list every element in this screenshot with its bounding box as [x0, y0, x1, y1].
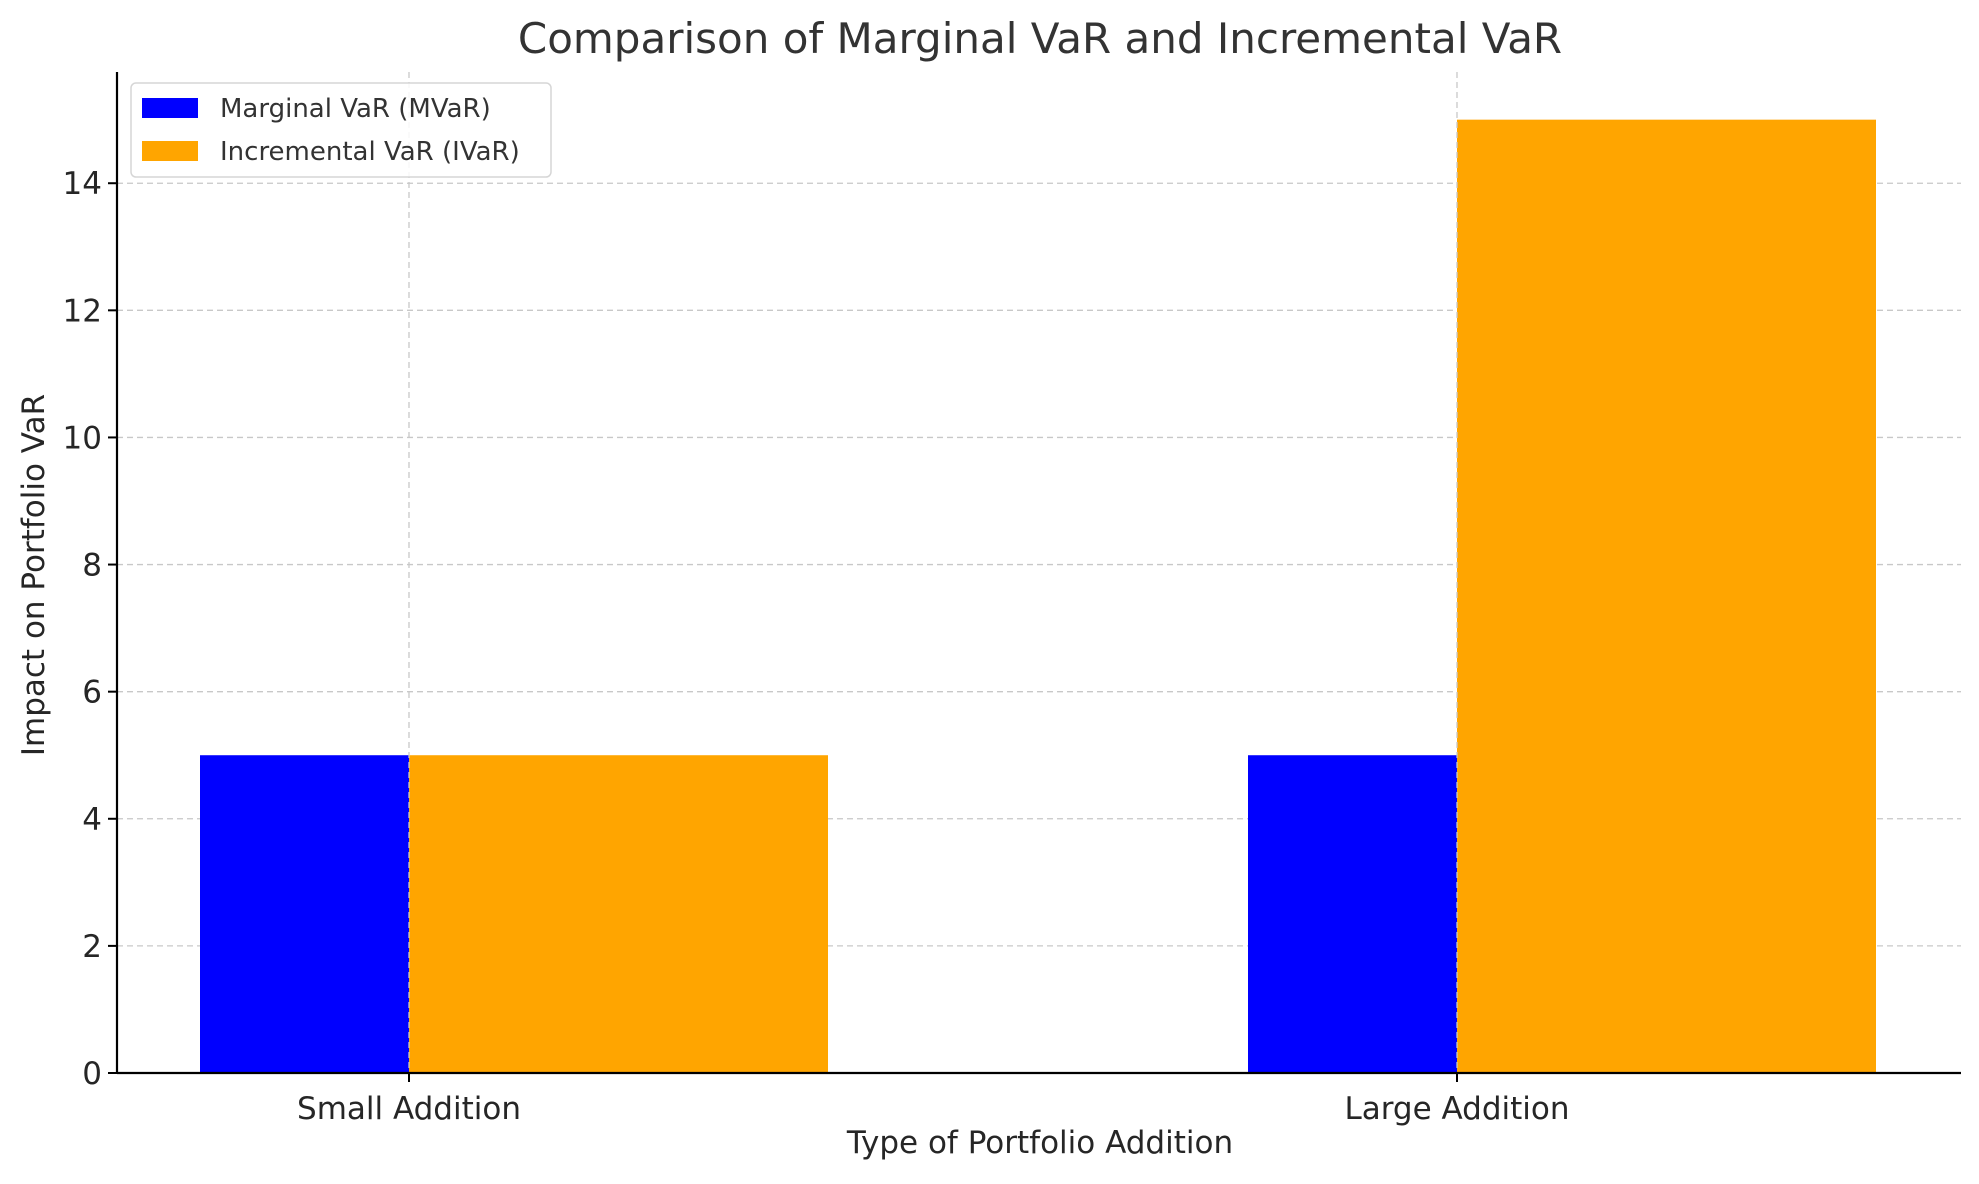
y-tick-label: 12 — [63, 293, 102, 329]
vertical-grid — [408, 72, 1458, 1073]
y-tick-label: 4 — [82, 802, 102, 838]
y-tick-label: 10 — [63, 420, 102, 456]
y-axis-label: Impact on Portfolio VaR — [16, 394, 52, 756]
y-tick-label: 0 — [82, 1056, 102, 1092]
bar-ivar-large — [1457, 119, 1876, 1073]
x-tick-label: Large Addition — [1344, 1091, 1569, 1127]
legend-swatch — [142, 141, 198, 161]
y-tick-label: 6 — [82, 675, 102, 711]
legend-swatch — [142, 98, 198, 118]
x-ticks: Small Addition Large Addition — [297, 1073, 1570, 1127]
y-tick-label: 8 — [82, 548, 102, 584]
bar-mvar-large — [1248, 755, 1457, 1073]
y-ticks: 0 2 4 6 8 10 12 14 — [63, 166, 117, 1092]
bar-ivar-small — [409, 755, 828, 1073]
y-tick-label: 2 — [82, 929, 102, 965]
grid — [117, 182, 1961, 947]
chart-title: Comparison of Marginal VaR and Increment… — [518, 14, 1562, 63]
legend-label: Marginal VaR (MVaR) — [220, 94, 491, 124]
axes — [115, 72, 1961, 1075]
legend-label: Incremental VaR (IVaR) — [220, 137, 520, 167]
x-tick-label: Small Addition — [297, 1091, 521, 1127]
bar-mvar-small — [200, 755, 409, 1073]
legend-box — [130, 82, 552, 178]
x-axis-label: Type of Portfolio Addition — [846, 1125, 1233, 1161]
y-tick-label: 14 — [63, 166, 102, 202]
legend: Marginal VaR (MVaR) Incremental VaR (IVaR… — [130, 82, 552, 178]
bars — [200, 119, 1876, 1073]
